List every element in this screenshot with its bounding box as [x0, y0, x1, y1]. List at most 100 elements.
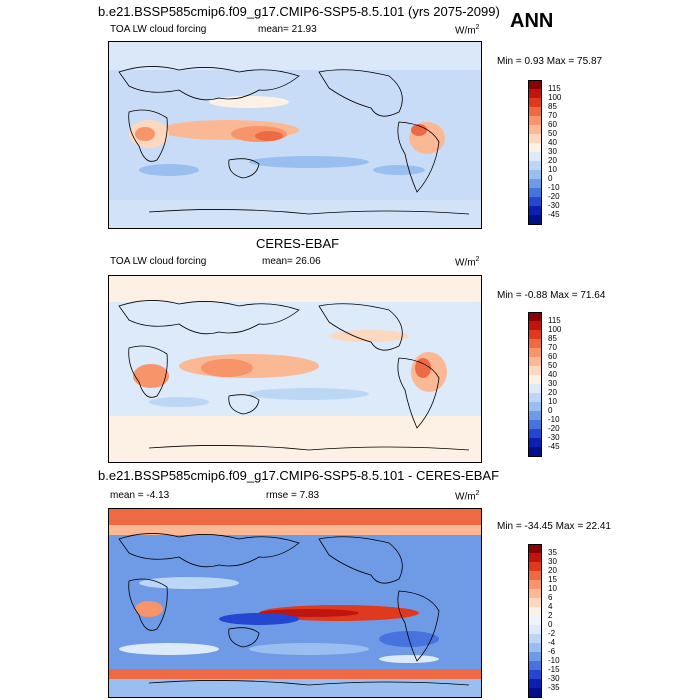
colorbar-swatch — [528, 544, 542, 554]
colorbar-label: 0 — [548, 406, 553, 415]
colorbar-swatch — [528, 143, 542, 153]
panel2-units: W/m2 — [455, 256, 480, 269]
colorbar-swatch — [528, 321, 542, 331]
colorbar-label: 30 — [548, 557, 557, 566]
colorbar-swatch — [528, 447, 542, 457]
colorbar-swatch — [528, 375, 542, 385]
colorbar-label: 70 — [548, 343, 557, 352]
colorbar-swatch — [528, 339, 542, 349]
colorbar-label: 35 — [548, 548, 557, 557]
colorbar-swatch — [528, 348, 542, 358]
panel1-variable: TOA LW cloud forcing — [110, 24, 207, 35]
panel1-units: W/m2 — [455, 24, 480, 37]
panel3-map — [108, 508, 482, 698]
colorbar-swatch — [528, 98, 542, 108]
colorbar-label: 85 — [548, 334, 557, 343]
colorbar-label: 100 — [548, 93, 562, 102]
panel1-mean-value: 21.93 — [291, 24, 317, 35]
colorbar-label: 115 — [548, 316, 561, 325]
colorbar-swatch — [528, 152, 542, 162]
panel3-units: W/m2 — [455, 490, 480, 503]
panel2-mean-label: mean= — [262, 256, 293, 267]
colorbar-label: 2 — [548, 611, 553, 620]
colorbar-swatch — [528, 134, 542, 144]
colorbar-label: 40 — [548, 370, 557, 379]
colorbar-label: 15 — [548, 575, 557, 584]
colorbar-label: -10 — [548, 656, 560, 665]
colorbar-swatch — [528, 553, 542, 563]
colorbar-swatch — [528, 688, 542, 698]
colorbar-label: 10 — [548, 584, 557, 593]
season-label: ANN — [510, 10, 554, 32]
panel2-minmax: Min = -0.88 Max = 71.64 — [497, 290, 606, 301]
panel1-map — [108, 41, 482, 229]
panel2-center-title: CERES-EBAF — [256, 236, 340, 251]
colorbar-label: 60 — [548, 352, 557, 361]
colorbar-swatch — [528, 652, 542, 662]
colorbar-label: 70 — [548, 111, 557, 120]
colorbar-swatch — [528, 116, 542, 126]
colorbar-label: -15 — [548, 665, 560, 674]
panel1-mean: mean= 21.93 — [258, 24, 317, 35]
colorbar-swatch — [528, 420, 542, 430]
colorbar-label: -45 — [548, 210, 560, 219]
colorbar-label: 50 — [548, 129, 557, 138]
colorbar-label: 30 — [548, 147, 557, 156]
colorbar-swatch — [528, 625, 542, 635]
colorbar-swatch — [528, 170, 542, 180]
colorbar-swatch — [528, 402, 542, 412]
colorbar-swatch — [528, 562, 542, 572]
colorbar-label: -6 — [548, 647, 556, 656]
panel3-mean: mean = -4.13 — [110, 490, 169, 501]
colorbar-label: -20 — [548, 424, 560, 433]
colorbar-label: -4 — [548, 638, 556, 647]
colorbar-label: -2 — [548, 629, 556, 638]
panel2-map — [108, 275, 482, 463]
colorbar-label: 10 — [548, 165, 557, 174]
colorbar-swatch — [528, 384, 542, 394]
colorbar-label: 40 — [548, 138, 557, 147]
colorbar-swatch — [528, 411, 542, 421]
colorbar-label: 20 — [548, 388, 557, 397]
colorbar-label: 10 — [548, 397, 557, 406]
colorbar-label: -45 — [548, 442, 560, 451]
panel2-variable: TOA LW cloud forcing — [110, 256, 207, 267]
colorbar-label: -10 — [548, 183, 560, 192]
panel2-map-svg — [109, 276, 481, 462]
colorbar-swatch — [528, 125, 542, 135]
colorbar-label: 115 — [548, 84, 561, 93]
colorbar-swatch — [528, 107, 542, 117]
panel1-minmax: Min = 0.93 Max = 75.87 — [497, 56, 603, 67]
colorbar-swatch — [528, 634, 542, 644]
panel1-map-svg — [109, 42, 481, 228]
colorbar-label: -35 — [548, 683, 560, 692]
panel2-mean: mean= 26.06 — [262, 256, 321, 267]
panel2-mean-value: 26.06 — [295, 256, 321, 267]
colorbar-swatch — [528, 438, 542, 448]
colorbar-label: 100 — [548, 325, 562, 334]
colorbar-swatch — [528, 312, 542, 322]
colorbar-swatch — [528, 670, 542, 680]
colorbar-swatch — [528, 643, 542, 653]
colorbar-swatch — [528, 589, 542, 599]
colorbar-label: -30 — [548, 433, 560, 442]
panel1-mean-label: mean= — [258, 24, 289, 35]
panel3-rmse-value: 7.83 — [299, 490, 320, 501]
colorbar-label: 30 — [548, 379, 557, 388]
colorbar-swatch — [528, 206, 542, 216]
panel3-mean-label: mean = — [110, 490, 144, 501]
colorbar-swatch — [528, 393, 542, 403]
colorbar-swatch — [528, 89, 542, 99]
colorbar-swatch — [528, 215, 542, 225]
colorbar-label: -30 — [548, 201, 560, 210]
colorbar-swatch — [528, 598, 542, 608]
colorbar-label: 0 — [548, 620, 553, 629]
colorbar-swatch — [528, 679, 542, 689]
colorbar-label: 0 — [548, 174, 553, 183]
colorbar-swatch — [528, 661, 542, 671]
colorbar-swatch — [528, 616, 542, 626]
colorbar-swatch — [528, 197, 542, 207]
colorbar-swatch — [528, 429, 542, 439]
colorbar-swatch — [528, 188, 542, 198]
colorbar-label: 85 — [548, 102, 557, 111]
